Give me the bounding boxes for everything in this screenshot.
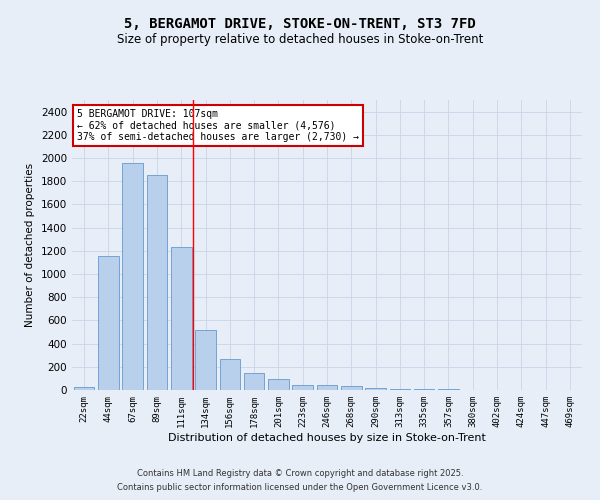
Bar	[171, 248, 191, 390]
Y-axis label: Number of detached properties: Number of detached properties	[25, 163, 35, 327]
Text: 5 BERGAMOT DRIVE: 107sqm
← 62% of detached houses are smaller (4,576)
37% of sem: 5 BERGAMOT DRIVE: 107sqm ← 62% of detach…	[77, 108, 359, 142]
X-axis label: Distribution of detached houses by size in Stoke-on-Trent: Distribution of detached houses by size …	[168, 432, 486, 442]
Text: Contains HM Land Registry data © Crown copyright and database right 2025.: Contains HM Land Registry data © Crown c…	[137, 468, 463, 477]
Bar	[220, 358, 240, 390]
Bar	[341, 386, 362, 390]
Bar	[244, 372, 265, 390]
Text: Size of property relative to detached houses in Stoke-on-Trent: Size of property relative to detached ho…	[117, 32, 483, 46]
Bar	[195, 330, 216, 390]
Bar	[74, 387, 94, 390]
Bar	[98, 256, 119, 390]
Bar	[365, 388, 386, 390]
Bar	[268, 379, 289, 390]
Text: 5, BERGAMOT DRIVE, STOKE-ON-TRENT, ST3 7FD: 5, BERGAMOT DRIVE, STOKE-ON-TRENT, ST3 7…	[124, 18, 476, 32]
Bar	[292, 385, 313, 390]
Bar	[414, 389, 434, 390]
Bar	[317, 386, 337, 390]
Text: Contains public sector information licensed under the Open Government Licence v3: Contains public sector information licen…	[118, 484, 482, 492]
Bar	[122, 162, 143, 390]
Bar	[389, 389, 410, 390]
Bar	[146, 176, 167, 390]
